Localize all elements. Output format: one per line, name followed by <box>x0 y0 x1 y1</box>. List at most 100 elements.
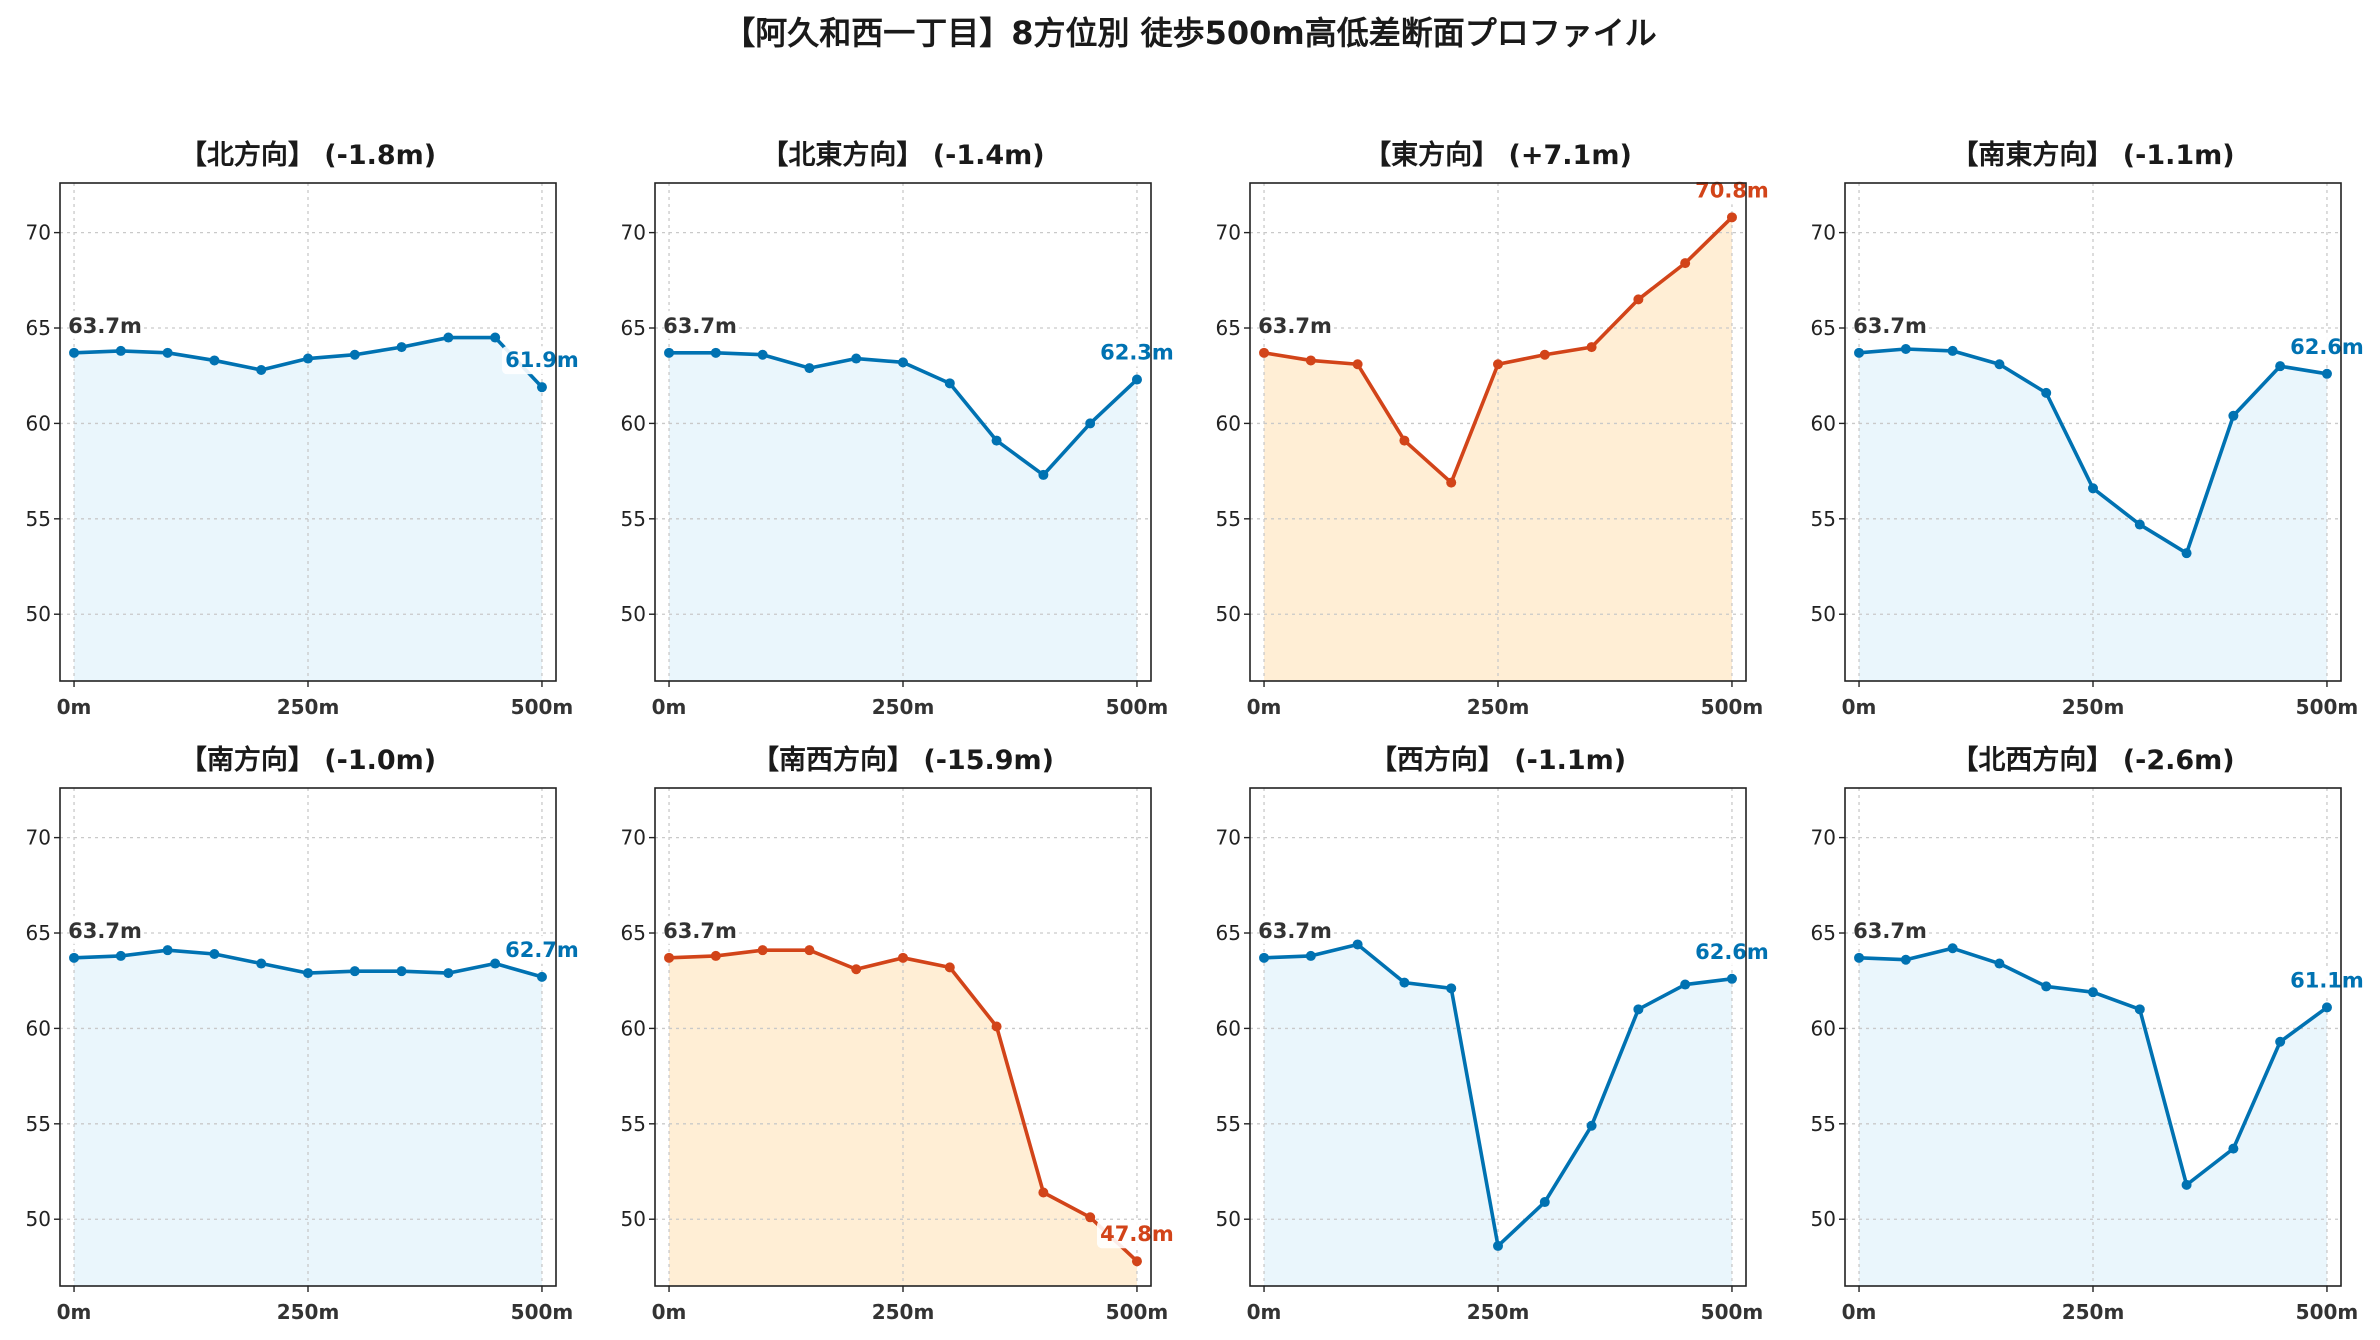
data-point <box>1493 1240 1503 1251</box>
profile-panel: 【西方向】 (-1.1m) 50 55 60 65 70 0m 250m 500m 63.7m 62… <box>1216 744 1772 1324</box>
data-point <box>1586 1120 1597 1131</box>
data-point <box>396 966 407 977</box>
profile-panel: 【東方向】 (+7.1m) 50 55 60 65 70 0m 250m 500m 63.7m 70… <box>1216 139 1772 719</box>
data-point <box>851 964 862 975</box>
x-tick-label: 250m <box>872 695 935 719</box>
axes-frame <box>1249 787 1747 1287</box>
start-label-background <box>664 310 737 339</box>
y-tick-label: 60 <box>621 1016 646 1040</box>
x-tick-label: 500m <box>1701 695 1764 719</box>
data-point <box>1854 952 1865 963</box>
data-point <box>1539 349 1550 360</box>
panel-title: 【南東方向】 (-1.1m) <box>1951 139 2234 171</box>
y-tick-label: 55 <box>26 507 51 531</box>
y-tick-label: 55 <box>1811 507 1836 531</box>
data-point <box>536 971 547 982</box>
data-point <box>2134 519 2145 530</box>
data-point <box>349 349 360 360</box>
y-tick-label: 50 <box>26 1207 51 1231</box>
data-point <box>1726 973 1737 984</box>
axes-frame <box>59 787 557 1287</box>
axes-frame <box>654 182 1152 682</box>
data-point <box>1446 477 1457 488</box>
x-tick-label: 250m <box>277 695 340 719</box>
data-point <box>1900 344 1911 354</box>
panel-title: 【西方向】 (-1.1m) <box>1370 744 1626 776</box>
y-tick-label: 70 <box>621 221 646 245</box>
data-point <box>664 347 675 358</box>
data-point <box>2275 1036 2286 1047</box>
axes-frame <box>1844 182 2342 682</box>
data-point <box>710 950 721 961</box>
data-point <box>991 1021 1002 1032</box>
x-tick-label: 250m <box>872 1300 935 1324</box>
y-tick-label: 65 <box>1216 316 1241 340</box>
x-tick-label: 250m <box>2062 695 2125 719</box>
y-tick-label: 55 <box>1216 1112 1241 1136</box>
y-tick-label: 55 <box>621 1112 646 1136</box>
end-elevation-label: 62.3m <box>1100 341 1174 365</box>
data-point <box>1633 294 1644 305</box>
x-tick-label: 250m <box>277 1300 340 1324</box>
data-point <box>664 952 675 963</box>
data-point <box>2275 361 2286 372</box>
end-elevation-label: 61.1m <box>2290 968 2364 992</box>
data-point <box>944 962 955 973</box>
profile-panel: 【北方向】 (-1.8m) 50 55 60 65 70 0m 250m 500m 63.7m 61… <box>26 139 582 719</box>
data-point <box>1352 359 1363 370</box>
end-elevation-label: 62.6m <box>1695 940 1769 964</box>
start-elevation-label: 63.7m <box>663 314 737 338</box>
start-elevation-label: 63.7m <box>68 314 142 338</box>
data-point <box>1493 359 1503 370</box>
data-point <box>443 968 454 979</box>
panel-title: 【南方向】 (-1.0m) <box>180 744 436 776</box>
start-label-background <box>664 915 737 944</box>
end-elevation-label: 47.8m <box>1100 1222 1174 1246</box>
data-point <box>1259 952 1270 963</box>
y-tick-label: 70 <box>1811 826 1836 850</box>
data-point <box>1947 345 1958 356</box>
x-tick-label: 0m <box>1247 1300 1282 1324</box>
x-tick-label: 0m <box>1842 695 1877 719</box>
y-tick-label: 70 <box>621 826 646 850</box>
y-tick-label: 65 <box>26 316 51 340</box>
data-point <box>69 347 80 358</box>
data-point <box>162 347 173 358</box>
y-tick-label: 65 <box>1811 316 1836 340</box>
data-point <box>1259 347 1270 358</box>
data-point <box>2321 368 2332 379</box>
data-point <box>1038 469 1049 480</box>
data-point <box>2134 1004 2145 1015</box>
data-point <box>1994 958 2005 969</box>
x-tick-label: 500m <box>1106 1300 1169 1324</box>
data-point <box>1352 939 1363 950</box>
data-point <box>1900 954 1911 965</box>
x-tick-label: 250m <box>2062 1300 2125 1324</box>
start-label-background <box>69 310 142 339</box>
start-elevation-label: 63.7m <box>1853 314 1927 338</box>
data-point <box>209 355 220 366</box>
data-point <box>757 349 768 360</box>
y-tick-label: 70 <box>1216 221 1241 245</box>
data-point <box>2088 483 2098 494</box>
end-elevation-label: 70.8m <box>1695 178 1769 202</box>
y-tick-label: 55 <box>26 1112 51 1136</box>
data-point <box>757 945 768 956</box>
data-point <box>303 968 313 979</box>
end-label-background <box>1691 937 1772 966</box>
y-tick-label: 50 <box>1811 1207 1836 1231</box>
x-tick-label: 250m <box>1467 1300 1530 1324</box>
panel-title: 【北西方向】 (-2.6m) <box>1951 744 2234 776</box>
x-tick-label: 0m <box>57 1300 92 1324</box>
panel-title: 【東方向】 (+7.1m) <box>1364 139 1632 171</box>
data-point <box>2321 1002 2332 1013</box>
y-tick-label: 55 <box>1216 507 1241 531</box>
area-fill <box>669 352 1137 681</box>
data-point <box>349 966 360 977</box>
data-point <box>490 332 501 343</box>
start-elevation-label: 63.7m <box>1258 919 1332 943</box>
axes-frame <box>59 182 557 682</box>
x-tick-label: 500m <box>511 695 574 719</box>
